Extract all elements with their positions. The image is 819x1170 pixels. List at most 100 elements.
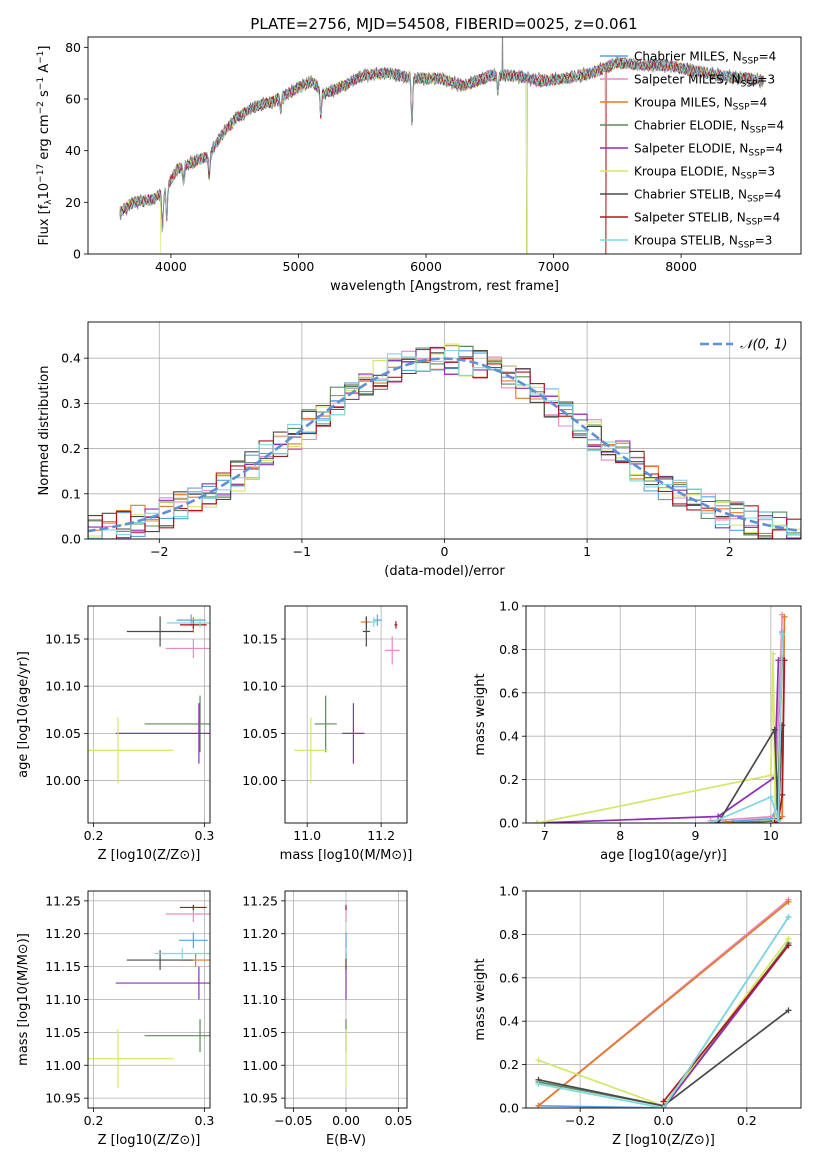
y-tick-label: 0.6 <box>499 685 519 700</box>
plot-area <box>294 614 400 784</box>
legend-entry: Salpeter STELIB, NSSP=4 <box>634 211 780 228</box>
legend-entry: Chabrier ELODIE, NSSP=4 <box>634 119 784 136</box>
axes-border <box>284 890 408 1109</box>
error-bar-point <box>384 636 400 665</box>
y-tick-label: 11.20 <box>242 926 278 941</box>
y-axis-label: Normed distribution <box>37 366 52 496</box>
axes-border <box>525 605 802 824</box>
axes-frame: −0.2 0.0 0.2 0.0 0.2 0.4 0.6 0.8 1.0 Z [log10(Z/Z… <box>473 884 802 1148</box>
x-tick-label: −0.05 <box>274 1113 312 1128</box>
error-bar-point <box>369 617 379 627</box>
weight-marker <box>767 793 774 800</box>
weight-marker <box>781 613 788 620</box>
model-spectrum-line <box>119 56 765 254</box>
weight-marker <box>785 914 792 921</box>
legend: Chabrier MILES, NSSP=4 Salpeter MILES, NS… <box>600 50 784 251</box>
y-tick-label: 0.2 <box>499 772 519 787</box>
axes-frame: −2 −1 0 1 2 0.0 0.1 0.2 0.3 0.4 (data-model)/error… <box>37 321 802 579</box>
y-axis-label: age [log10(age/yr)] <box>16 651 31 778</box>
x-axis-label: wavelength [Angstrom, rest frame] <box>330 279 559 294</box>
weight-marker <box>535 1081 542 1088</box>
plot-area <box>534 611 788 823</box>
legend-entry: Kroupa STELIB, NSSP=3 <box>634 234 772 251</box>
y-tick-label: 0 <box>73 247 81 262</box>
weight-marker <box>660 1105 667 1108</box>
plot-area <box>88 904 210 1089</box>
y-tick-label: 10.15 <box>242 632 278 647</box>
y-tick-label: 10.10 <box>45 679 81 694</box>
x-tick-label: 0.00 <box>332 1113 360 1128</box>
x-tick-label: −2 <box>150 544 168 559</box>
x-tick-label: 8000 <box>665 259 697 274</box>
plot-area <box>88 614 210 784</box>
grid <box>526 605 801 824</box>
axes-frame: 11.0 11.2 10.00 10.05 10.10 10.15 mass [log10(… <box>242 605 413 863</box>
error-bar-point <box>294 717 328 784</box>
weight-marker <box>785 942 792 949</box>
error-bar-point <box>372 614 382 626</box>
x-tick-label: 0.0 <box>654 1113 674 1128</box>
y-tick-label: 11.05 <box>45 1025 81 1040</box>
y-tick-label: 11.10 <box>45 992 81 1007</box>
weight-series-line <box>537 901 790 1107</box>
y-tick-label: 0.4 <box>499 1014 519 1029</box>
legend-entry: Chabrier STELIB, NSSP=4 <box>634 188 782 205</box>
weight-marker <box>770 650 777 657</box>
x-axis-label: Z [log10(Z/Z⊙)] <box>98 1133 201 1148</box>
weight-marker <box>785 935 792 942</box>
mass-vs-extinction-panel: −0.05 0.00 0.05 10.95 11.00 11.05 11.10 11.15 11… <box>242 890 413 1148</box>
y-tick-label: 20 <box>65 195 81 210</box>
age-vs-metallicity-panel: 0.2 0.3 10.00 10.05 10.10 10.15 Z [log10(Z/Z⊙)… <box>16 605 214 863</box>
grid <box>88 606 210 823</box>
x-tick-label: 5000 <box>283 259 315 274</box>
x-tick-label: 7 <box>541 828 549 843</box>
weight-marker <box>779 813 786 820</box>
x-tick-label: 7000 <box>538 259 570 274</box>
error-bar-point <box>178 932 208 949</box>
x-axis-label: mass [log10(M/M⊙)] <box>280 848 413 863</box>
x-tick-label: 0.3 <box>195 1113 215 1128</box>
error-bar-point <box>88 1029 174 1089</box>
legend-entry: Kroupa MILES, NSSP=4 <box>634 96 767 113</box>
y-tick-label: 0.4 <box>61 351 81 366</box>
weight-marker <box>785 1007 792 1014</box>
y-tick-label: 0.0 <box>499 1101 519 1116</box>
legend-entry: Salpeter ELODIE, NSSP=4 <box>634 142 783 159</box>
legend-entry: Kroupa ELODIE, NSSP=3 <box>634 165 775 182</box>
age-vs-mass-panel: 11.0 11.2 10.00 10.05 10.10 10.15 mass [log10(… <box>242 605 413 863</box>
legend-entry: Salpeter MILES, NSSP=3 <box>634 73 775 90</box>
weight-series-line <box>538 916 790 1108</box>
weight-marker <box>779 791 786 798</box>
normal-distribution-curve <box>88 357 801 533</box>
x-axis-label: Z [log10(Z/Z⊙)] <box>612 1133 715 1148</box>
x-tick-label: −0.2 <box>565 1113 595 1128</box>
x-axis-label: (data-model)/error <box>384 564 505 579</box>
figure-title: PLATE=2756, MJD=54508, FIBERID=0025, z=0… <box>250 15 637 33</box>
residuals-panel: −2 −1 0 1 2 0.0 0.1 0.2 0.3 0.4 (data-model)/error… <box>37 321 802 579</box>
weight-marker <box>707 820 714 823</box>
y-tick-label: 1.0 <box>499 599 519 614</box>
weight-marker <box>767 772 774 779</box>
error-bar-point <box>166 618 210 628</box>
x-tick-label: 0.2 <box>737 1113 757 1128</box>
y-tick-label: 0.3 <box>61 396 81 411</box>
axes-border <box>87 890 211 1109</box>
weight-vs-metallicity-panel: −0.2 0.0 0.2 0.0 0.2 0.4 0.6 0.8 1.0 Z [log10(Z/Z… <box>473 884 802 1148</box>
residual-histogram <box>88 349 801 539</box>
y-tick-label: 0.1 <box>61 486 81 501</box>
weight-marker <box>534 820 541 823</box>
x-tick-label: 8 <box>616 828 624 843</box>
axes-border <box>284 605 408 824</box>
weight-series-line <box>537 660 780 823</box>
axes-border <box>87 321 802 540</box>
x-tick-label: 6000 <box>410 259 442 274</box>
weight-marker <box>771 726 778 733</box>
weight-marker <box>715 813 722 820</box>
weight-marker <box>785 898 792 905</box>
y-tick-label: 11.05 <box>242 1025 278 1040</box>
y-tick-label: 11.00 <box>242 1058 278 1073</box>
error-bar-point <box>180 904 207 911</box>
y-tick-label: 11.10 <box>242 992 278 1007</box>
x-tick-label: 0.05 <box>385 1113 413 1128</box>
